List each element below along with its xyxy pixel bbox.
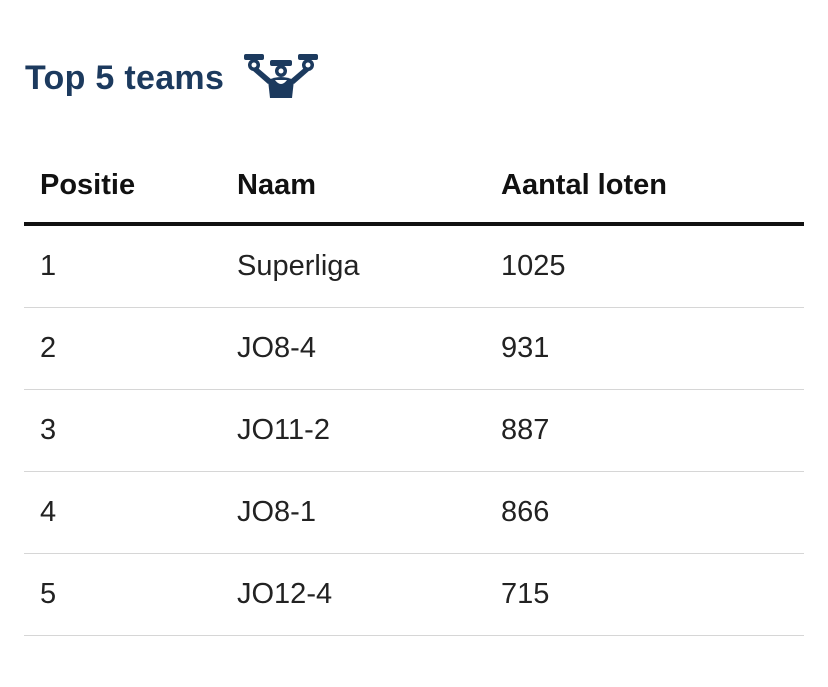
cell-name: JO8-1 [237, 471, 501, 554]
cell-name: JO11-2 [237, 389, 501, 472]
cell-count: 866 [501, 471, 804, 554]
cell-position: 3 [24, 389, 237, 472]
cell-name: Superliga [237, 224, 501, 308]
cell-position: 1 [24, 224, 237, 308]
page-title: Top 5 teams [25, 58, 225, 97]
trophy-team-icon [244, 54, 319, 98]
cell-name: JO8-4 [237, 307, 501, 390]
cell-count: 887 [501, 389, 804, 472]
table-row: 5 JO12-4 715 [24, 553, 804, 636]
table-row: 2 JO8-4 931 [24, 307, 804, 390]
column-header-position: Positie [24, 148, 237, 226]
page-heading: Top 5 teams [25, 54, 320, 100]
cell-position: 2 [24, 307, 237, 390]
table-row: 1 Superliga 1025 [24, 224, 804, 308]
cell-position: 5 [24, 553, 237, 636]
column-header-count: Aantal loten [501, 148, 804, 226]
column-header-name: Naam [237, 148, 501, 226]
top-teams-table: Positie Naam Aantal loten 1 Superliga 10… [24, 148, 804, 636]
table-header-row: Positie Naam Aantal loten [24, 148, 804, 226]
cell-count: 1025 [501, 224, 804, 308]
table-row: 3 JO11-2 887 [24, 389, 804, 472]
cell-count: 931 [501, 307, 804, 390]
table-row: 4 JO8-1 866 [24, 471, 804, 554]
cell-count: 715 [501, 553, 804, 636]
cell-name: JO12-4 [237, 553, 501, 636]
cell-position: 4 [24, 471, 237, 554]
